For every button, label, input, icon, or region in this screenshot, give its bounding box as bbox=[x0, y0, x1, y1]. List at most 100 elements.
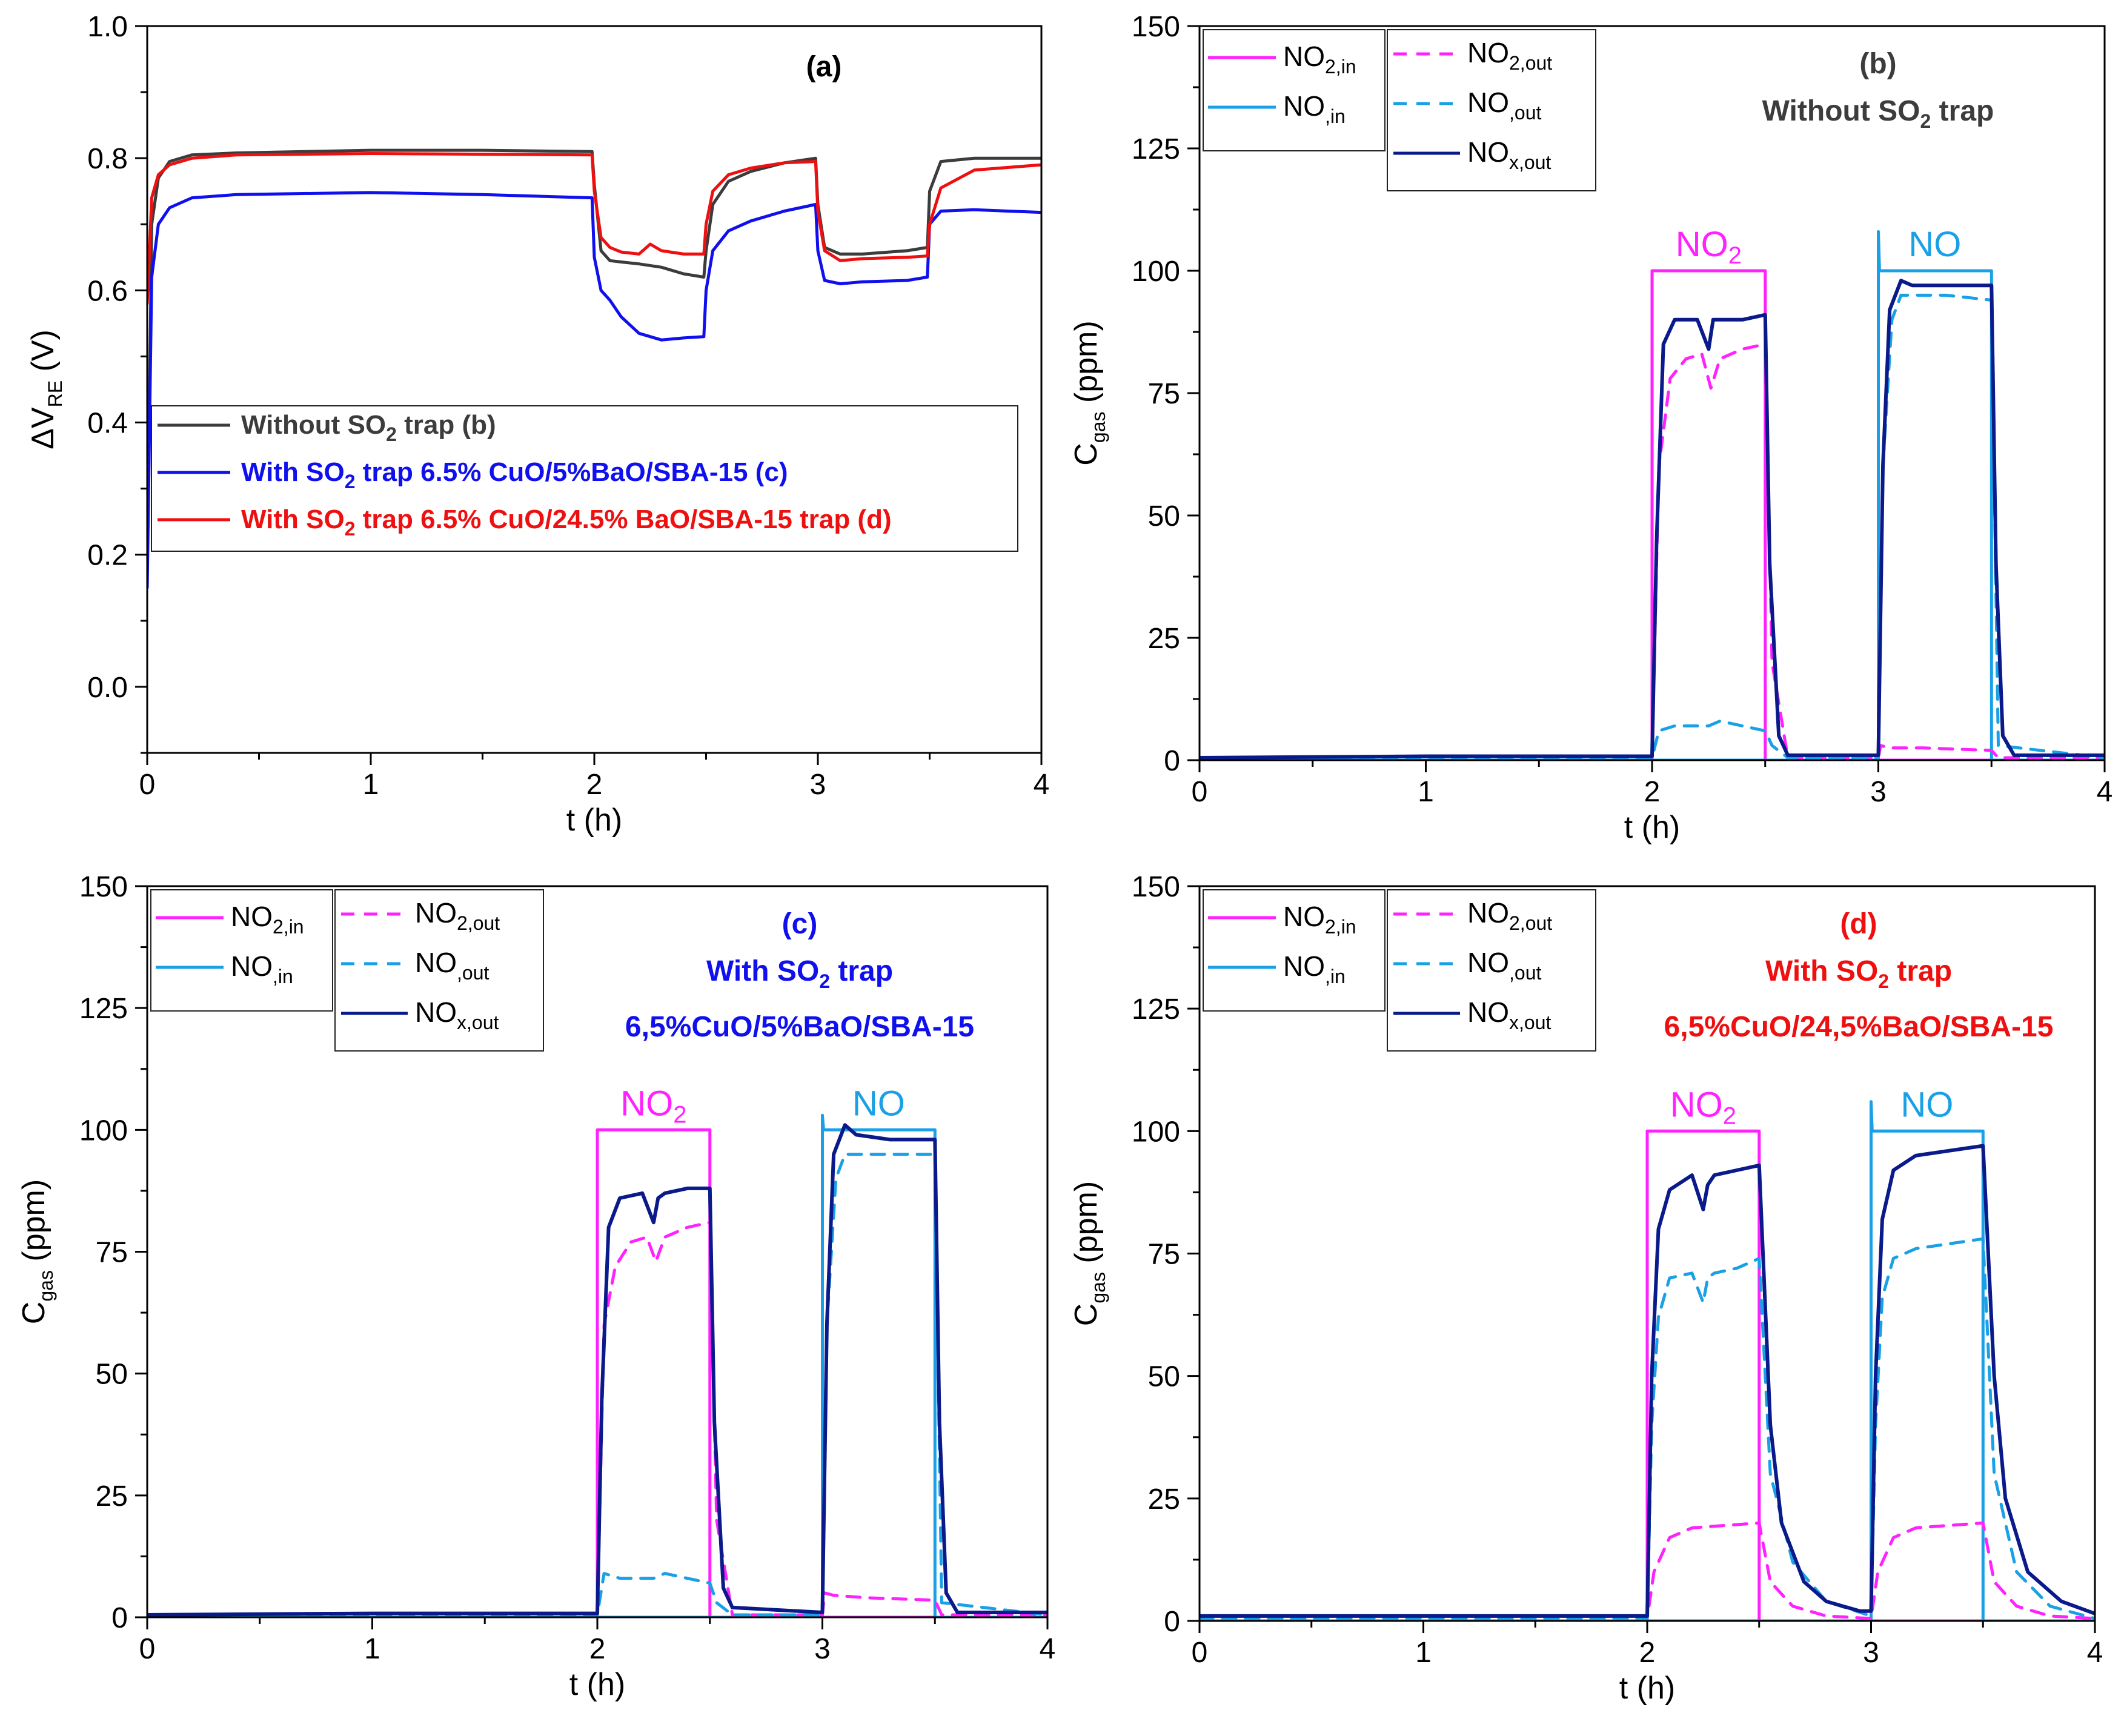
y-tick-label: 0 bbox=[1164, 745, 1180, 777]
legend-label-sub: ,out bbox=[1509, 962, 1541, 984]
x-tick-label: 4 bbox=[2097, 776, 2113, 808]
legend-label-sub: 2 bbox=[386, 423, 397, 445]
legend-label-post: trap 6.5% CuO/24.5% BaO/SBA-15 trap (d) bbox=[356, 505, 892, 534]
x-tick-label: 4 bbox=[1034, 769, 1050, 801]
y-tick-label: 50 bbox=[96, 1359, 128, 1391]
x-tick-label: 1 bbox=[1415, 1637, 1432, 1669]
legend-box-right bbox=[334, 889, 544, 1052]
legend-label-pre: With SO bbox=[241, 457, 345, 487]
series-line-no2-in bbox=[1200, 269, 2105, 760]
panel-title-sub: 2 bbox=[819, 970, 830, 992]
y-axis-label-main: ΔV bbox=[25, 407, 61, 449]
y-tick-label: 0.4 bbox=[87, 408, 128, 440]
legend-label-sub: ,in bbox=[1325, 105, 1346, 127]
legend-label-pre: NO bbox=[1283, 90, 1325, 122]
x-tick-label: 2 bbox=[1644, 776, 1661, 808]
series-line-nox-out bbox=[1200, 279, 2105, 760]
legend-label: NOx,out bbox=[1467, 136, 1551, 173]
x-tick-label: 2 bbox=[586, 769, 603, 801]
legend-label: NO2,out bbox=[1467, 37, 1552, 74]
panel-a: 0 1 2 3 4 0.0 0.2 0.4 0.6 0.8 1.0 t (h) ΔVRE (V) (a) W… bbox=[25, 11, 1049, 838]
y-tick-label: 125 bbox=[1132, 133, 1180, 165]
y-axis-label-unit: (V) bbox=[25, 330, 61, 380]
legend-label-pre: NO bbox=[415, 947, 457, 978]
y-tick-label: 0.6 bbox=[87, 275, 128, 307]
y-tick-label: 150 bbox=[1132, 11, 1180, 43]
band-label-text: NO bbox=[1670, 1085, 1723, 1124]
panel-title-pre: With SO bbox=[706, 955, 819, 987]
legend-box-left bbox=[1203, 889, 1386, 1012]
legend-label-sub: 2,in bbox=[273, 916, 304, 938]
legend-label-sub: x,out bbox=[1509, 151, 1551, 173]
y-tick-label: 1.0 bbox=[87, 11, 128, 43]
y-tick-label: 0 bbox=[111, 1602, 128, 1634]
legend-label: NOx,out bbox=[1467, 996, 1551, 1033]
y-tick-label: 25 bbox=[1148, 623, 1180, 655]
y-axis-label: Cgas (ppm) bbox=[1069, 320, 1109, 465]
legend-label: NO,in bbox=[231, 950, 293, 987]
panel-title-pre: Without SO bbox=[1762, 95, 1920, 127]
legend-label-sub: 2,out bbox=[1509, 52, 1552, 74]
y-tick-label: 25 bbox=[1148, 1483, 1180, 1516]
legend-label-sub: 2,in bbox=[1325, 56, 1356, 78]
series-line-no2-out bbox=[1200, 1521, 2095, 1620]
x-tick-label: 2 bbox=[589, 1633, 606, 1665]
x-tick-label: 2 bbox=[1639, 1637, 1656, 1669]
legend-label: Without SO2 trap (b) bbox=[241, 410, 496, 445]
x-tick-label: 0 bbox=[139, 769, 156, 801]
x-tick-label: 0 bbox=[139, 1633, 156, 1665]
x-tick-label: 1 bbox=[1418, 776, 1434, 808]
legend-label-pre: NO bbox=[1467, 947, 1509, 978]
legend-label: NO,out bbox=[1467, 87, 1541, 124]
x-axis-label: t (h) bbox=[569, 1667, 625, 1702]
y-axis-label-main: C bbox=[1069, 1304, 1104, 1327]
panel-title: With SO2 trap bbox=[706, 955, 893, 992]
band-label-text: NO bbox=[1900, 1085, 1953, 1124]
y-axis-label-unit: (ppm) bbox=[16, 1179, 51, 1270]
legend-label: NO2,out bbox=[1467, 897, 1552, 934]
y-tick-label: 100 bbox=[79, 1115, 128, 1147]
band-label-text: NO bbox=[1908, 225, 1961, 264]
legend-label: NO2,in bbox=[1283, 41, 1356, 78]
series-group bbox=[147, 1113, 1047, 1617]
legend-label: NO,out bbox=[1467, 947, 1541, 984]
y-tick-label: 150 bbox=[1132, 871, 1180, 903]
band-label-sub: 2 bbox=[1728, 242, 1742, 269]
y-tick-label: 0.8 bbox=[87, 143, 128, 175]
x-tick-label: 0 bbox=[1192, 1637, 1208, 1669]
y-tick-label: 100 bbox=[1132, 256, 1180, 288]
y-tick-label: 0 bbox=[1164, 1606, 1180, 1638]
legend-label-pre: Without SO bbox=[241, 410, 386, 440]
band-label: NO2 bbox=[1670, 1085, 1736, 1129]
y-axis-label-sub: RE bbox=[44, 380, 66, 407]
series-line-with-so2-trap-6-5-cuo-5-bao-sba-15-c- bbox=[147, 191, 1041, 589]
band-label-text: NO bbox=[620, 1084, 673, 1123]
y-tick-label: 50 bbox=[1148, 1361, 1180, 1393]
x-tick-label: 3 bbox=[814, 1633, 831, 1665]
legend-label-pre: NO bbox=[1467, 897, 1509, 929]
x-tick-label: 0 bbox=[1192, 776, 1208, 808]
y-tick-label: 75 bbox=[1148, 1239, 1180, 1271]
legend-label: With SO2 trap 6.5% CuO/24.5% BaO/SBA-15 … bbox=[241, 505, 892, 540]
x-axis-label: t (h) bbox=[566, 803, 622, 838]
panel-title-sub: 2 bbox=[1920, 110, 1931, 132]
y-tick-label: 125 bbox=[1132, 993, 1180, 1025]
legend-label-sub: 2,out bbox=[1509, 912, 1552, 934]
band-label-sub: 2 bbox=[1723, 1102, 1736, 1129]
y-tick-label: 75 bbox=[1148, 378, 1180, 410]
legend-label-pre: NO bbox=[231, 950, 273, 982]
x-tick-label: 4 bbox=[2087, 1637, 2103, 1669]
legend-label-pre: NO bbox=[1283, 901, 1325, 932]
panel-title: Without SO2 trap bbox=[1762, 95, 1994, 132]
legend-label-post: trap (b) bbox=[397, 410, 496, 440]
legend-label-pre: NO bbox=[1467, 87, 1509, 118]
x-tick-label: 4 bbox=[1040, 1633, 1056, 1665]
panel-title: With SO2 trap bbox=[1765, 955, 1952, 992]
y-tick-label: 125 bbox=[79, 993, 128, 1025]
series-line-without-so2-trap-b- bbox=[147, 148, 1041, 576]
legend-box-left bbox=[150, 889, 333, 1012]
band-label-sub: 2 bbox=[673, 1101, 686, 1128]
y-axis-label-main: C bbox=[16, 1302, 51, 1325]
y-tick-label: 0.2 bbox=[87, 540, 128, 572]
